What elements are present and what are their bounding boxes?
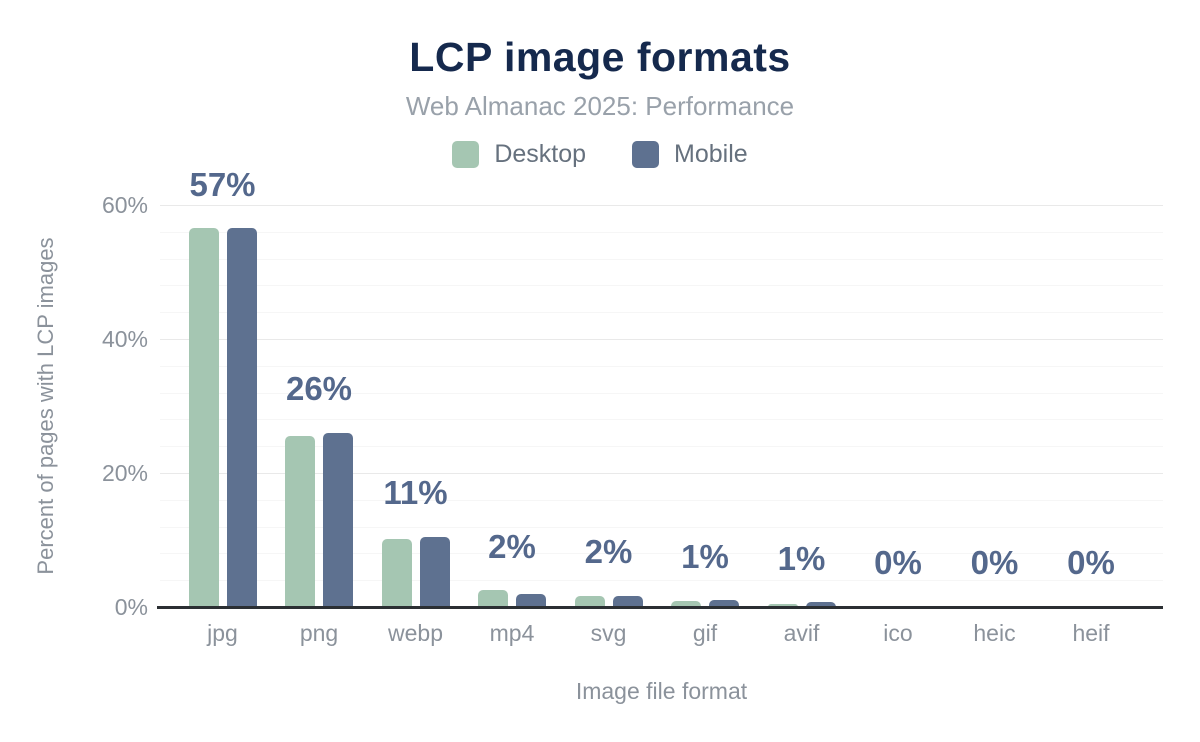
bar-desktop-svg <box>574 595 605 607</box>
category-label-webp: webp <box>388 620 443 646</box>
minor-gridline <box>160 392 1163 394</box>
data-label-svg: 2% <box>584 532 633 570</box>
data-label-webp: 11% <box>383 474 448 512</box>
minor-gridline <box>160 499 1163 501</box>
legend-item-desktop: Desktop <box>452 140 586 169</box>
bar-mobile-svg <box>612 595 643 607</box>
data-label-png: 26% <box>285 370 353 408</box>
bar-mobile-png <box>323 432 353 607</box>
bar-mobile-jpg <box>226 228 257 607</box>
bar-desktop-webp <box>381 539 412 607</box>
minor-gridline <box>160 580 1163 582</box>
bar-mobile-gif <box>709 600 739 607</box>
category-label-ico: ico <box>883 620 913 646</box>
data-label-heic: 0% <box>970 544 1019 582</box>
major-gridline <box>160 205 1163 206</box>
minor-gridline <box>160 526 1163 528</box>
minor-gridline <box>160 446 1163 448</box>
legend-label-mobile: Mobile <box>674 140 748 168</box>
legend-item-mobile: Mobile <box>632 140 748 169</box>
data-label-heif: 0% <box>1067 544 1115 582</box>
legend-swatch-mobile <box>632 141 660 168</box>
bar-mobile-avif <box>805 602 836 607</box>
minor-gridline <box>160 231 1163 233</box>
minor-gridline <box>160 285 1163 287</box>
x-axis-title: Image file format <box>575 678 748 704</box>
x-axis-line <box>157 606 1163 609</box>
bar-desktop-jpg <box>188 228 219 607</box>
category-label-heic: heic <box>973 620 1016 646</box>
bar-mobile-webp <box>419 536 450 607</box>
minor-gridline <box>160 258 1163 260</box>
y-tick-label: 20% <box>101 460 148 486</box>
chart-subtitle: Web Almanac 2025: Performance <box>405 91 795 121</box>
legend-swatch-desktop <box>452 141 480 168</box>
major-gridline <box>160 339 1163 340</box>
data-label-avif: 1% <box>777 539 826 577</box>
category-label-png: png <box>299 620 339 646</box>
y-tick-label: 60% <box>101 192 148 218</box>
bar-desktop-png <box>285 436 315 607</box>
y-tick-label: 40% <box>101 326 148 352</box>
category-label-mp4: mp4 <box>489 620 535 646</box>
category-label-gif: gif <box>692 620 718 646</box>
major-gridline <box>160 473 1163 474</box>
bar-desktop-mp4 <box>478 590 508 607</box>
category-label-jpg: jpg <box>207 620 238 646</box>
minor-gridline <box>160 419 1163 421</box>
data-label-jpg: 57% <box>189 165 256 203</box>
legend: Desktop Mobile <box>0 140 1200 169</box>
bar-mobile-mp4 <box>516 594 546 607</box>
category-label-svg: svg <box>590 620 627 646</box>
minor-gridline <box>160 553 1163 555</box>
y-tick-label: 0% <box>114 594 148 620</box>
bar-desktop-gif <box>671 600 701 607</box>
minor-gridline <box>160 312 1163 314</box>
chart-title: LCP image formats <box>409 34 791 80</box>
category-label-heif: heif <box>1072 620 1110 646</box>
bar-desktop-avif <box>767 603 798 607</box>
category-label-avif: avif <box>783 620 820 646</box>
legend-label-desktop: Desktop <box>494 140 587 168</box>
minor-gridline <box>160 365 1163 367</box>
data-label-mp4: 2% <box>488 527 536 565</box>
data-label-gif: 1% <box>681 537 729 575</box>
data-label-ico: 0% <box>874 544 922 582</box>
